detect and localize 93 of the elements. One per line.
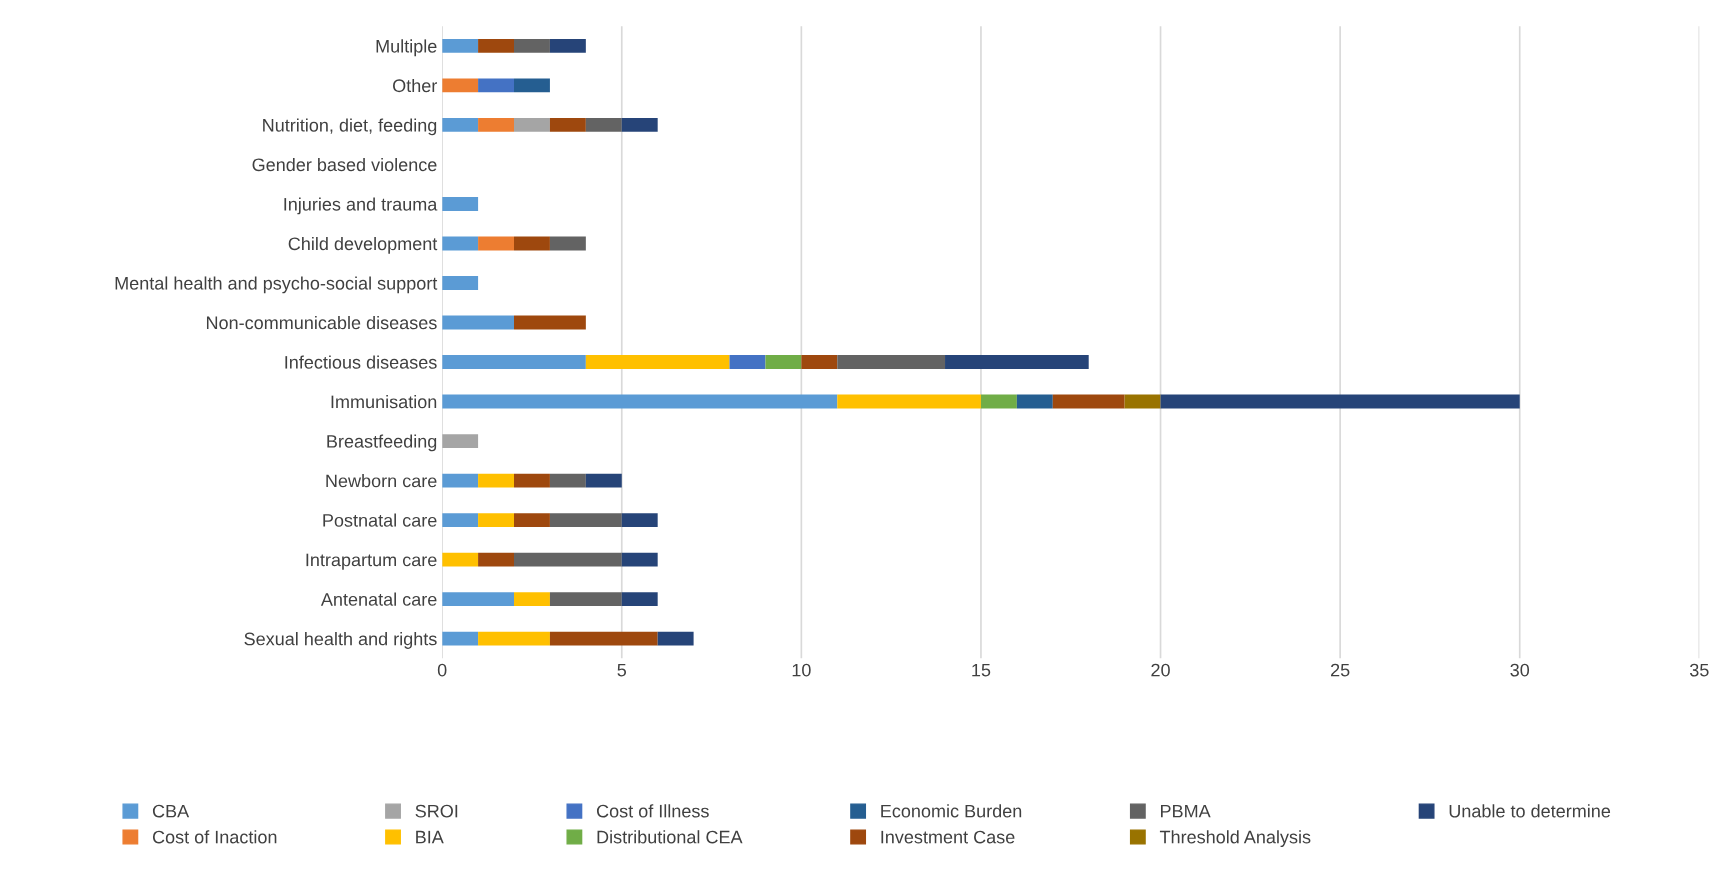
bar	[514, 513, 550, 527]
bar	[478, 473, 515, 488]
bar	[621, 118, 658, 132]
bar	[442, 118, 479, 132]
y-tick-label: Nutrition, diet, feeding	[263, 118, 437, 136]
bar	[514, 552, 622, 567]
bar	[514, 236, 550, 251]
legend-label: SROI	[415, 804, 458, 818]
bar	[514, 78, 550, 93]
bar	[442, 552, 479, 567]
bar	[585, 355, 730, 369]
bar	[621, 552, 658, 567]
y-tick-label: Other	[393, 78, 438, 93]
bar	[442, 355, 586, 369]
x-tick-label: 30	[1510, 663, 1530, 677]
y-tick-label: Non-communicable diseases	[206, 315, 437, 330]
bar	[549, 631, 658, 646]
bar	[621, 513, 658, 527]
y-tick-label: Newborn care	[326, 474, 437, 488]
bar	[514, 592, 550, 607]
bar	[478, 236, 515, 251]
bar	[1160, 394, 1520, 409]
y-tick-label: Mental health and psycho-social support	[115, 276, 438, 294]
y-tick-label: Antenatal care	[320, 592, 437, 606]
y-tick-label: Intrapartum care	[306, 553, 437, 570]
y-tick-label: Injuries and trauma	[284, 197, 438, 215]
bar	[478, 513, 515, 527]
bar	[514, 473, 550, 488]
legend-label: Threshold Analysis	[1159, 830, 1311, 848]
bar	[442, 394, 838, 409]
y-tick-label: Postnatal care	[323, 513, 437, 527]
legend-label: Economic Burden	[881, 804, 1022, 818]
bar	[657, 631, 694, 646]
bar	[442, 197, 479, 211]
y-tick-label: Breastfeeding	[327, 434, 437, 452]
x-tick-label: 5	[617, 663, 627, 677]
x-tick-label: 15	[972, 663, 991, 677]
legend-label: CBA	[152, 804, 190, 818]
bar	[442, 236, 479, 251]
bar	[837, 355, 946, 369]
y-tick-label: Sexual health and rights	[244, 632, 437, 649]
bar	[442, 315, 515, 330]
bar	[729, 355, 766, 369]
bar	[549, 513, 622, 527]
legend-label: BIA	[416, 830, 444, 844]
y-tick-label: Immunisation	[331, 394, 437, 409]
bar	[549, 118, 586, 132]
bar	[514, 39, 550, 53]
bar	[442, 473, 479, 488]
x-tick-label: 35	[1689, 663, 1709, 677]
y-tick-label: Child development	[288, 236, 438, 254]
bar	[945, 355, 1089, 369]
legend-label: Investment Case	[881, 830, 1015, 844]
bar	[549, 236, 586, 251]
bar	[478, 39, 515, 53]
bar	[621, 592, 658, 607]
bar	[442, 39, 479, 53]
bar	[442, 78, 479, 93]
bar	[478, 631, 550, 646]
x-tick-label: 25	[1331, 663, 1350, 677]
x-tick-label: 10	[792, 663, 811, 677]
bar	[478, 552, 515, 567]
legend-label: Cost of Inaction	[152, 830, 277, 844]
bar	[442, 592, 515, 607]
legend-label: Unable to determine	[1449, 804, 1611, 818]
bar	[837, 394, 981, 409]
bar	[549, 473, 586, 488]
y-tick-label: Gender based violence	[252, 157, 437, 172]
bar	[1052, 394, 1125, 409]
bar	[549, 592, 622, 607]
y-tick-label: Infectious diseases	[285, 355, 437, 369]
bar	[801, 355, 838, 369]
bar	[585, 473, 622, 488]
bar	[585, 118, 622, 132]
bar	[514, 315, 586, 330]
bar	[442, 631, 479, 646]
bar	[478, 78, 515, 93]
legend-label: Distributional CEA	[597, 830, 743, 844]
y-tick-label: Multiple	[376, 39, 437, 57]
bar	[442, 276, 479, 290]
bar	[478, 118, 515, 132]
bar	[514, 118, 550, 132]
bar	[765, 355, 802, 369]
x-tick-label: 0	[437, 663, 447, 677]
legend-label: PBMA	[1161, 804, 1211, 818]
bar	[442, 434, 479, 448]
bar	[549, 39, 586, 53]
bar	[980, 394, 1017, 409]
x-tick-label: 20	[1151, 663, 1170, 677]
bar	[442, 513, 479, 527]
bar	[1016, 394, 1053, 409]
legend-label: Cost of Illness	[596, 804, 709, 818]
bar	[1124, 394, 1161, 409]
